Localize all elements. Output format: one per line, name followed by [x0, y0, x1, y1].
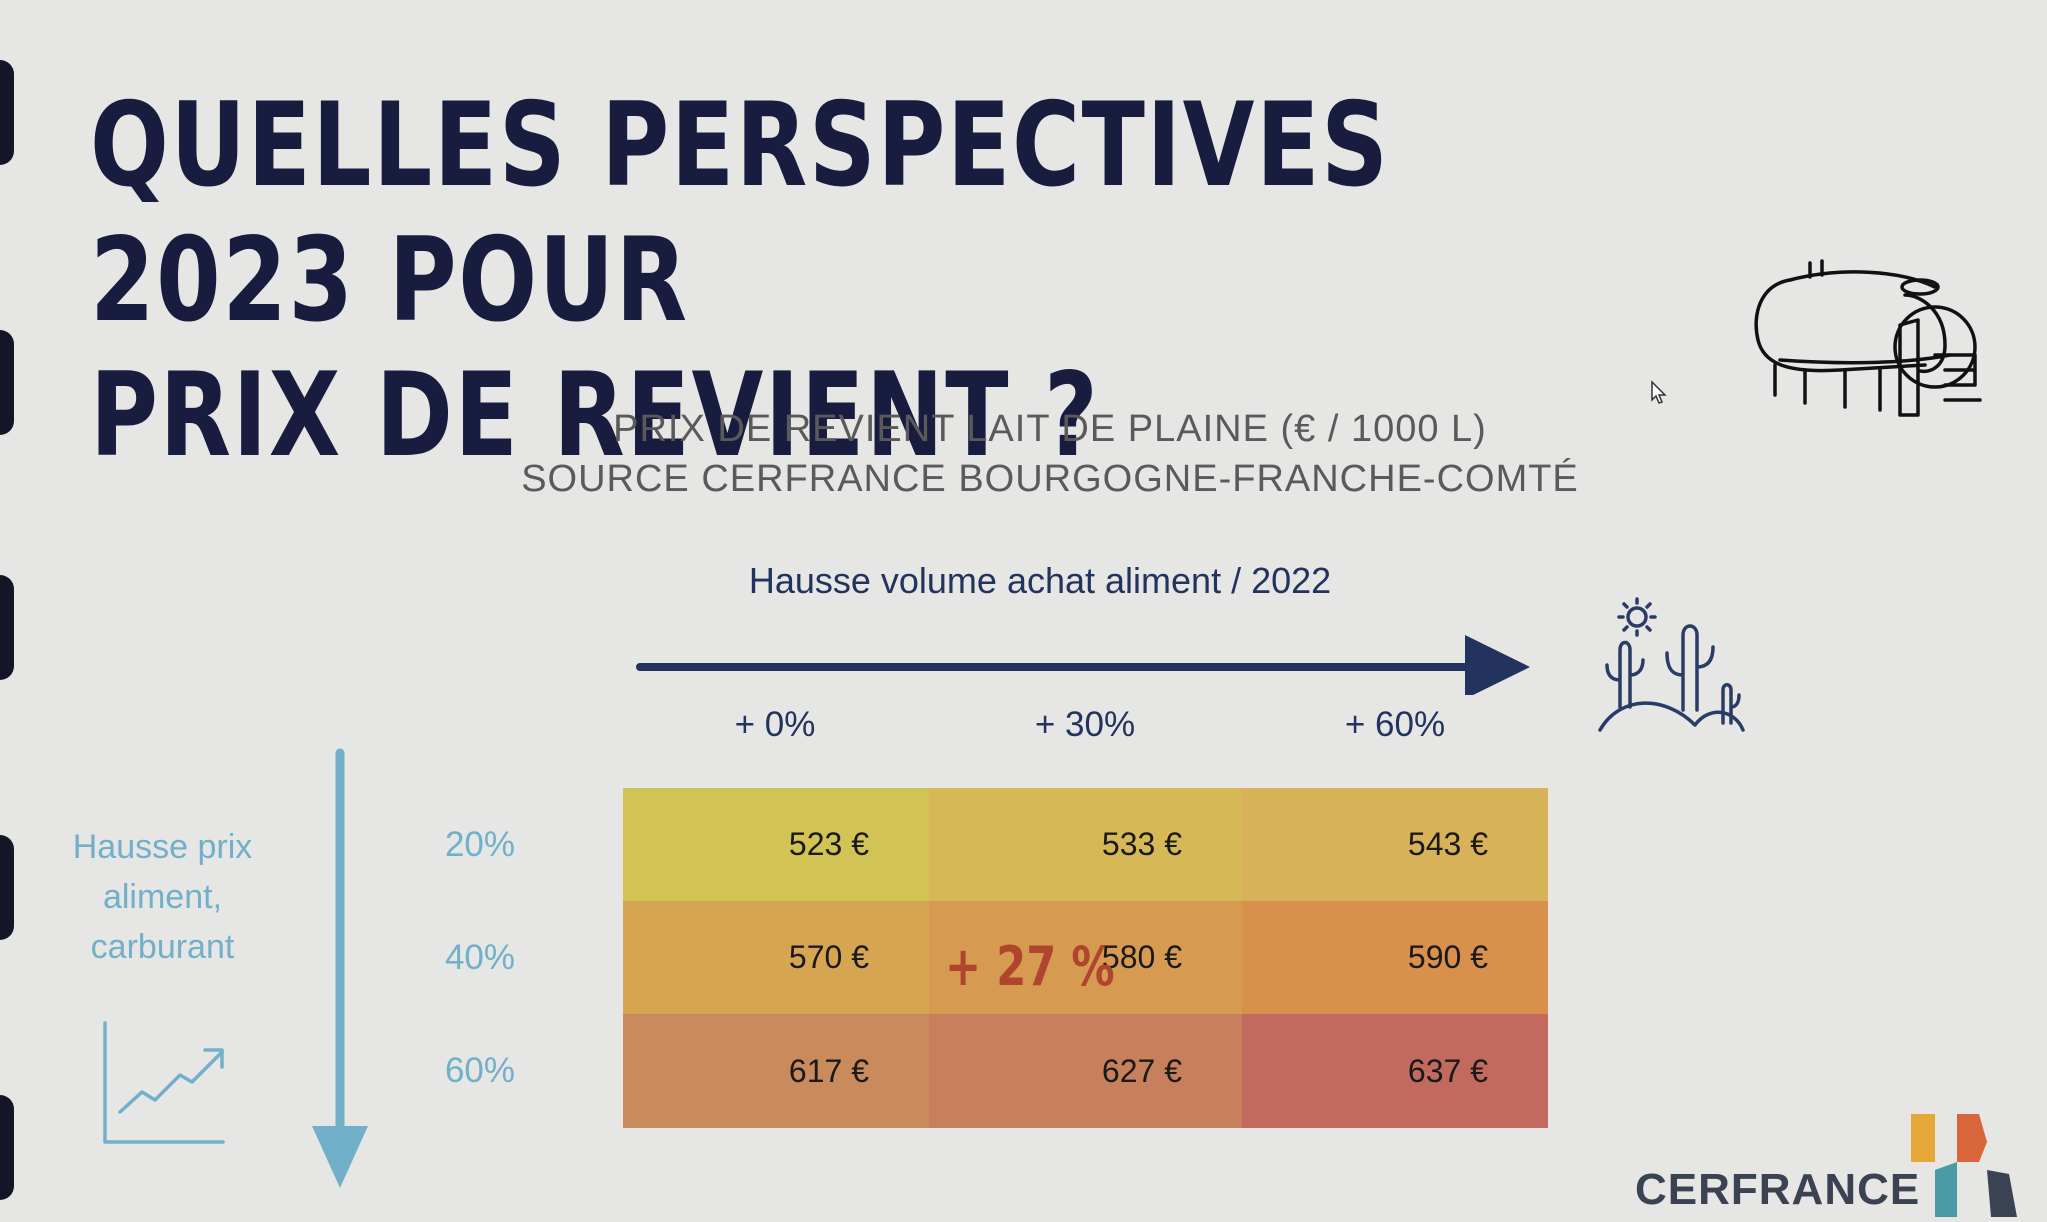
subtitle-line-1: PRIX DE REVIENT LAIT DE PLAINE (€ / 1000… [613, 408, 1487, 450]
table-cell: 617 € [623, 1014, 929, 1128]
x-axis-arrow [636, 635, 1530, 695]
edge-decoration [0, 60, 14, 165]
edge-decoration [0, 835, 14, 940]
edge-decoration [0, 575, 14, 680]
y-axis-label-line: aliment, [102, 878, 223, 916]
title-line-2: PRIX DE REVIENT ? [90, 348, 1100, 483]
y-axis-label: Hausse prix aliment, carburant [40, 822, 285, 972]
row-header: 40% [444, 938, 516, 977]
row-header: 60% [444, 1051, 516, 1090]
cerfrance-logo-icon [1911, 1114, 2017, 1217]
column-header: + 30% [1034, 705, 1136, 744]
edge-decoration [0, 1095, 14, 1200]
y-axis-label-line: carburant [90, 928, 235, 966]
cursor-icon [1651, 380, 1667, 404]
column-header: + 60% [1344, 705, 1446, 744]
page-title: QUELLES PERSPECTIVES 2023 POUR PRIX DE R… [90, 78, 1546, 483]
y-axis-arrow [312, 748, 368, 1188]
x-axis-label: Hausse volume achat aliment / 2022 [748, 560, 1332, 601]
table-cell: 637 € [1242, 1014, 1548, 1128]
subtitle-line-2: SOURCE CERFRANCE BOURGOGNE-FRANCHE-COMTÉ [521, 458, 1579, 500]
y-axis-label-line: Hausse prix [72, 828, 253, 866]
price-table: 523 € 533 € 543 € 570 € 580 € 590 € 617 … [623, 788, 1548, 1128]
table-cell: 523 € [623, 788, 929, 901]
brand-logo-text: CERFRANCE [1635, 1165, 1921, 1214]
title-line-1: QUELLES PERSPECTIVES 2023 POUR [90, 78, 1390, 348]
table-cell: 580 € [929, 901, 1242, 1014]
table-cell: 590 € [1242, 901, 1548, 1014]
milk-tank-icon [1754, 259, 1982, 417]
row-header: 20% [444, 825, 516, 864]
increase-highlight: + 27 % [945, 935, 1115, 998]
column-header: + 0% [734, 705, 816, 744]
table-cell: 570 € [623, 901, 929, 1014]
table-cell: 627 € [929, 1014, 1242, 1128]
desert-cactus-icon [1598, 597, 1745, 732]
table-cell: 543 € [1242, 788, 1548, 901]
table-cell: 533 € [929, 788, 1242, 901]
edge-decoration [0, 330, 14, 435]
trend-chart-icon [103, 1021, 225, 1144]
